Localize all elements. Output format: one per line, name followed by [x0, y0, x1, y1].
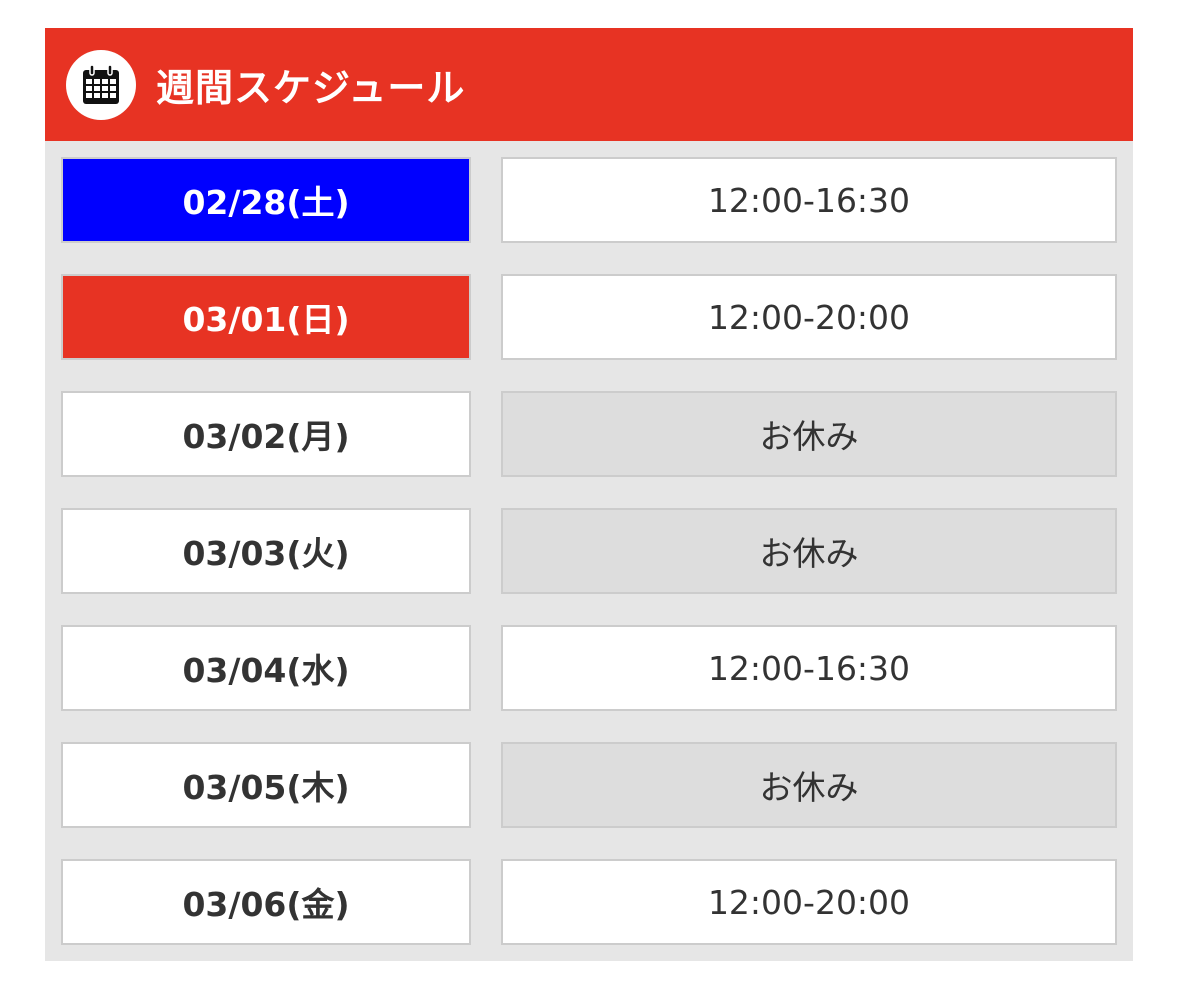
schedule-hours: お休み: [501, 391, 1117, 477]
schedule-list: 02/28(土) 12:00-16:30 03/01(日) 12:00-20:00 03…: [45, 141, 1133, 961]
schedule-row: 02/28(土) 12:00-16:30: [61, 157, 1117, 243]
schedule-date: 03/05(木): [61, 742, 471, 828]
schedule-row: 03/03(火) お休み: [61, 508, 1117, 594]
schedule-date: 02/28(土): [61, 157, 471, 243]
schedule-hours: お休み: [501, 508, 1117, 594]
schedule-date: 03/01(日): [61, 274, 471, 360]
schedule-row: 03/01(日) 12:00-20:00: [61, 274, 1117, 360]
schedule-header: 週間スケジュール: [45, 28, 1133, 141]
schedule-date: 03/04(水): [61, 625, 471, 711]
schedule-row: 03/04(水) 12:00-16:30: [61, 625, 1117, 711]
schedule-hours: 12:00-20:00: [501, 274, 1117, 360]
schedule-date: 03/02(月): [61, 391, 471, 477]
schedule-row: 03/02(月) お休み: [61, 391, 1117, 477]
schedule-row: 03/05(木) お休み: [61, 742, 1117, 828]
schedule-date: 03/03(火): [61, 508, 471, 594]
schedule-title: 週間スケジュール: [156, 66, 466, 110]
schedule-hours: 12:00-16:30: [501, 157, 1117, 243]
schedule-hours: 12:00-20:00: [501, 859, 1117, 945]
schedule-row: 03/06(金) 12:00-20:00: [61, 859, 1117, 945]
schedule-date: 03/06(金): [61, 859, 471, 945]
calendar-icon: [66, 49, 136, 120]
schedule-hours: 12:00-16:30: [501, 625, 1117, 711]
weekly-schedule-widget: 週間スケジュール 02/28(土) 12:00-16:30 03/01(日) 12:0…: [45, 28, 1133, 961]
schedule-hours: お休み: [501, 742, 1117, 828]
